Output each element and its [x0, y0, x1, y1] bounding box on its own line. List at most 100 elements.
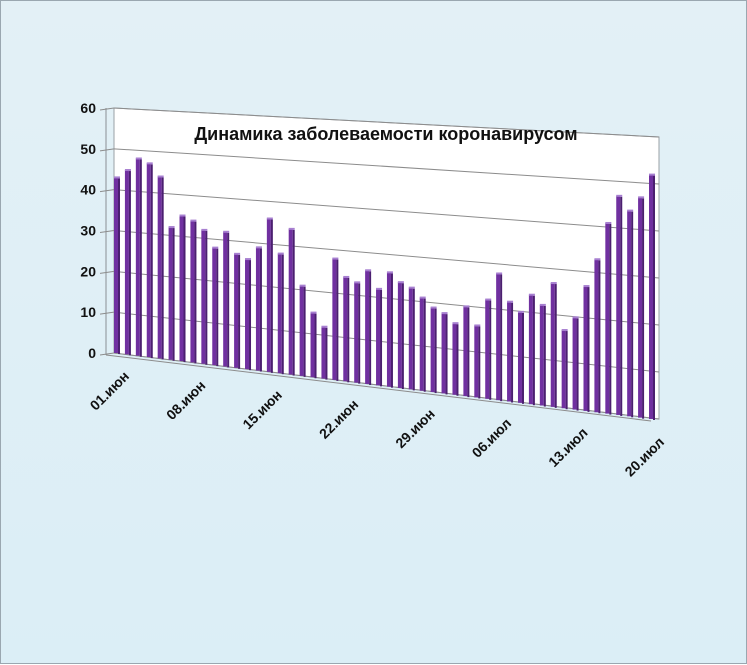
- bar-side: [401, 283, 404, 390]
- bar: [288, 227, 295, 376]
- bar: [517, 310, 524, 404]
- bar-top: [517, 310, 524, 313]
- bar-top: [135, 157, 142, 160]
- bar-top: [616, 194, 623, 197]
- bar: [441, 312, 448, 395]
- bar: [376, 287, 383, 387]
- bar-side: [511, 302, 514, 403]
- bar: [266, 217, 273, 373]
- bar: [419, 296, 426, 392]
- bar-front: [343, 276, 348, 382]
- bar-front: [114, 177, 118, 353]
- bar: [583, 285, 590, 412]
- bar-side: [445, 314, 448, 395]
- bar-side: [358, 283, 361, 384]
- bar-front: [376, 288, 381, 386]
- bar: [255, 246, 262, 372]
- bar-side: [183, 216, 186, 363]
- bar-top: [288, 227, 295, 230]
- bar-top: [157, 175, 164, 178]
- bar: [212, 246, 219, 367]
- bar: [332, 257, 339, 381]
- bar-side: [521, 312, 524, 404]
- bar-top: [474, 324, 481, 327]
- bar: [561, 329, 568, 410]
- y-tick-mark: [99, 189, 115, 193]
- bar-side: [631, 211, 634, 418]
- bar: [616, 194, 623, 416]
- bar: [124, 169, 131, 356]
- bar-front: [354, 282, 359, 383]
- bar: [430, 306, 437, 394]
- bar-side: [172, 228, 175, 361]
- bar-side: [554, 284, 557, 408]
- bar-front: [485, 299, 490, 399]
- x-tick-label: 29.июн: [392, 406, 438, 452]
- bar-top: [408, 286, 415, 289]
- bar-top: [583, 285, 590, 288]
- bar-top: [463, 305, 470, 308]
- bar-side: [500, 274, 503, 402]
- bar-front: [572, 317, 577, 410]
- bar-side: [336, 259, 339, 381]
- bar-side: [303, 286, 306, 377]
- bar: [550, 282, 557, 408]
- x-tick-label: 06.июл: [469, 415, 515, 461]
- x-tick-label: 08.июн: [163, 377, 209, 423]
- bar-front: [463, 306, 468, 397]
- bar-front: [201, 229, 206, 364]
- bar-top: [485, 298, 492, 301]
- bar-front: [605, 222, 610, 414]
- bar-front: [594, 259, 599, 413]
- bar-side: [292, 229, 295, 376]
- gridline: [113, 107, 660, 138]
- gridline: [113, 352, 660, 420]
- bar-front: [321, 326, 326, 379]
- bar: [638, 196, 645, 419]
- bar-front: [616, 195, 621, 415]
- bar-top: [550, 282, 557, 285]
- x-tick-label: 13.июл: [545, 424, 591, 470]
- bar-side: [598, 260, 601, 414]
- bar-front: [386, 272, 391, 387]
- bar-side: [216, 248, 219, 367]
- bar-top: [594, 258, 601, 261]
- bar-side: [489, 300, 492, 400]
- bar-front: [135, 158, 140, 356]
- y-tick-label: 0: [88, 345, 96, 361]
- bars: [114, 157, 655, 420]
- bar: [179, 214, 186, 363]
- bar-front: [179, 215, 184, 362]
- bar-side: [194, 221, 197, 364]
- bar-side: [532, 295, 535, 406]
- bar-top: [452, 322, 459, 325]
- bar-side: [423, 298, 426, 392]
- bar-front: [419, 297, 424, 391]
- bar-top: [539, 303, 546, 306]
- bar-side: [576, 318, 579, 411]
- gridline: [113, 148, 660, 185]
- bar: [507, 300, 514, 403]
- bar-top: [561, 329, 568, 332]
- bar: [168, 226, 175, 361]
- bar: [463, 305, 470, 398]
- chart-title: Динамика заболеваемости коронавирусом: [194, 124, 577, 144]
- bar: [157, 175, 164, 360]
- bar-side: [434, 308, 437, 394]
- bar-front: [638, 197, 643, 418]
- bar-top: [638, 196, 645, 199]
- bar-front: [583, 286, 588, 411]
- bar-top: [190, 219, 197, 222]
- bar-front: [190, 220, 195, 363]
- bar-top: [201, 228, 208, 231]
- bar-side: [369, 271, 372, 385]
- bar-top: [168, 226, 175, 229]
- bar: [223, 230, 230, 368]
- bar-side: [128, 171, 131, 356]
- bar: [452, 322, 459, 396]
- bar: [146, 162, 153, 359]
- bar-side: [390, 273, 393, 388]
- y-tick-label: 60: [80, 100, 96, 116]
- bar-front: [408, 287, 413, 390]
- bar-side: [227, 232, 230, 368]
